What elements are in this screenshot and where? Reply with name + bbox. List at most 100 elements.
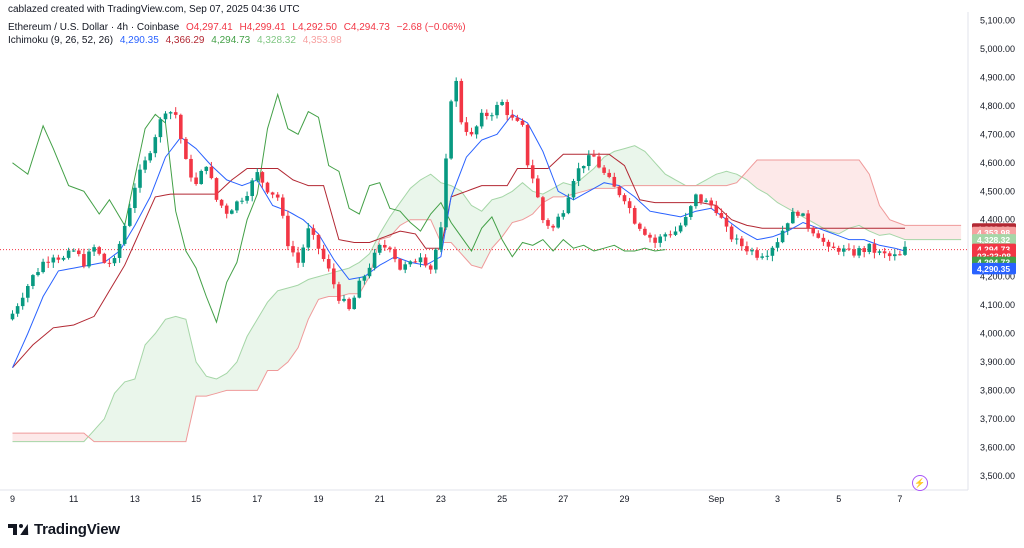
candle [219, 198, 224, 208]
time-tick-label: 5 [836, 494, 841, 504]
candle [729, 224, 734, 242]
lagging-span-line [12, 92, 666, 324]
candle [112, 255, 117, 267]
indicator-span-a-value: 4,328.32 [257, 35, 296, 46]
candle [179, 113, 183, 144]
price-tags: 4,366.294,353.984,328.324,294.7303:23:08… [972, 223, 1016, 275]
candle [847, 243, 851, 252]
ohlc-low: L4,292.50 [292, 22, 337, 33]
price-tick-label: 4,500.00 [980, 186, 1015, 196]
symbol-title[interactable]: Ethereum / U.S. Dollar · 4h · Coinbase [8, 22, 180, 33]
candle [740, 236, 744, 251]
candle [301, 244, 305, 267]
time-tick-label: 29 [619, 494, 629, 504]
candle [495, 101, 499, 119]
candle [352, 295, 356, 310]
candle [887, 251, 892, 261]
candle [26, 283, 30, 303]
candle [439, 221, 443, 253]
candle [342, 294, 346, 303]
candle [474, 125, 479, 139]
event-bolt-icon[interactable]: ⚡ [912, 475, 928, 491]
candle [515, 114, 520, 122]
candle [556, 213, 560, 229]
candle [184, 136, 188, 160]
span-a-line [12, 145, 962, 443]
candle [138, 164, 142, 193]
candle [826, 239, 831, 252]
candle [525, 124, 530, 168]
candle [97, 245, 101, 256]
price-tag-conversion: 4,290.35 [972, 262, 1016, 275]
candle [133, 183, 137, 213]
candle [357, 277, 362, 299]
candle [622, 193, 627, 205]
candle [821, 233, 826, 246]
candle [332, 263, 336, 289]
candle [281, 194, 285, 219]
conversion-line [12, 113, 906, 368]
candle [546, 218, 550, 230]
candle [632, 205, 637, 225]
candle [612, 172, 617, 188]
candle [760, 253, 764, 260]
candle [806, 209, 810, 232]
indicator-lagging-value: 4,294.73 [211, 35, 251, 46]
cloud-segment [89, 145, 686, 442]
candle [413, 258, 418, 263]
candle [638, 222, 642, 232]
candle [372, 249, 377, 271]
candle [903, 241, 907, 257]
price-tag-label: 4,328.32 [977, 235, 1010, 245]
indicator-base-value: 4,366.29 [165, 35, 205, 46]
candle [321, 244, 326, 262]
candle [347, 297, 351, 311]
candle [510, 109, 515, 121]
price-tick-label: 4,000.00 [980, 329, 1015, 339]
time-tick-label: Sep [708, 494, 724, 504]
time-axis[interactable]: 9 11 13 15 17 19 21 23 25 27 29 Sep 3 5 7 [10, 494, 902, 504]
price-tick-label: 4,900.00 [980, 72, 1015, 82]
cloud-segment [746, 160, 962, 240]
indicator-title[interactable]: Ichimoku (9, 26, 52, 26) [8, 35, 114, 46]
candle [852, 245, 856, 258]
tradingview-logo[interactable]: TradingView [8, 518, 120, 540]
candle [505, 99, 509, 121]
base-line [12, 153, 905, 369]
candle [668, 230, 673, 238]
time-tick-label: 9 [10, 494, 15, 504]
time-tick-label: 13 [130, 494, 140, 504]
indicator-lines [12, 92, 906, 369]
price-tick-label: 3,900.00 [980, 357, 1015, 367]
candle [230, 209, 234, 215]
candle [31, 274, 35, 290]
candle [291, 240, 295, 257]
candle [148, 150, 152, 163]
time-tick-label: 11 [69, 494, 78, 504]
candle [367, 263, 372, 279]
candle [214, 177, 219, 202]
candle [316, 233, 321, 255]
candle [102, 252, 107, 264]
ohlc-open: O4,297.41 [185, 22, 233, 33]
price-tag-label: 4,290.35 [977, 264, 1010, 274]
candle [724, 213, 729, 232]
cloud-segment [12, 433, 89, 442]
candle [831, 242, 836, 249]
attribution-text: cablazed created with TradingView.com, S… [8, 4, 300, 15]
price-tick-label: 3,700.00 [980, 414, 1015, 424]
candle [862, 245, 866, 258]
candle [418, 253, 423, 268]
candle [500, 99, 504, 106]
indicator-conversion-value: 4,290.35 [119, 35, 159, 46]
candle [128, 203, 132, 228]
candle [71, 248, 76, 252]
candle [464, 117, 469, 136]
candle [587, 150, 591, 171]
candle [306, 223, 311, 251]
price-tick-label: 4,600.00 [980, 158, 1015, 168]
candle [857, 245, 861, 259]
price-axis[interactable]: 5,100.00 5,000.00 4,900.00 4,800.00 4,700.00… [980, 16, 1015, 481]
candle [816, 230, 821, 239]
